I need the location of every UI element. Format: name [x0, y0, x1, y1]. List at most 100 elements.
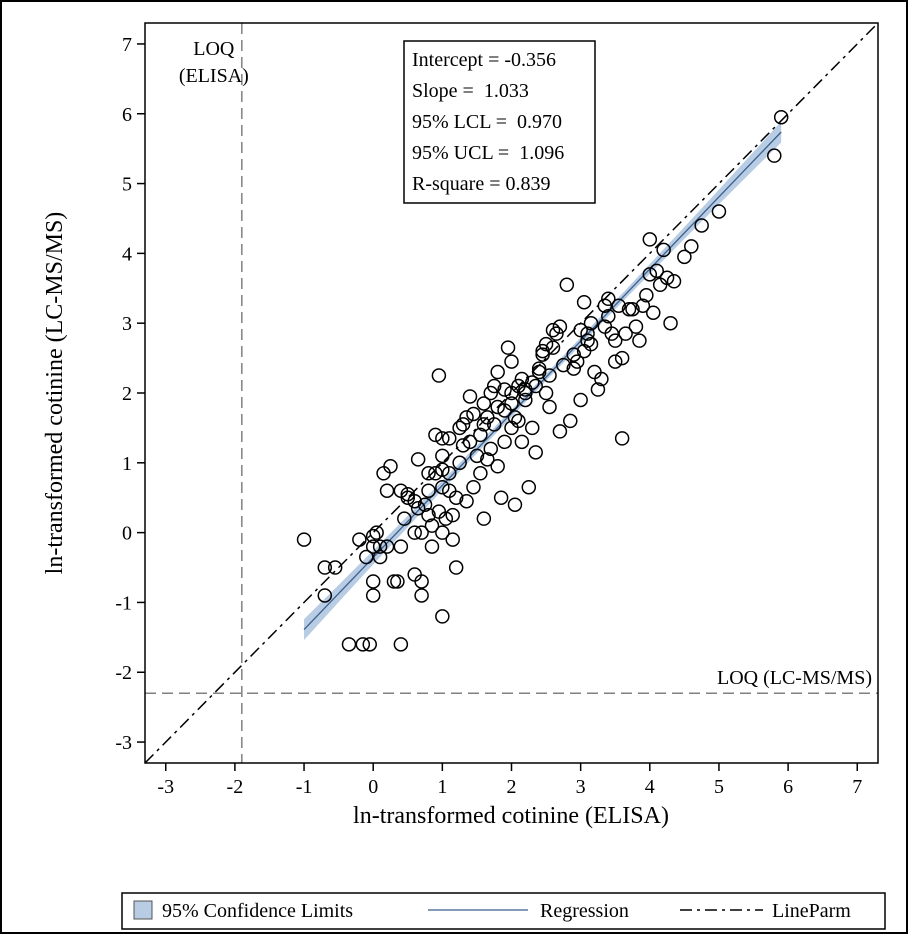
- data-point: [618, 326, 633, 341]
- data-point: [497, 382, 512, 397]
- data-point: [666, 274, 682, 289]
- y-tick-label: 7: [122, 34, 132, 56]
- y-tick-label: -1: [115, 592, 132, 614]
- data-point: [504, 396, 519, 411]
- data-point: [466, 406, 481, 422]
- data-point: [435, 479, 450, 495]
- data-point: [607, 354, 623, 369]
- stats-line: 95% UCL = 1.096: [412, 142, 564, 164]
- data-point: [435, 448, 450, 464]
- data-point: [473, 427, 488, 443]
- data-point: [538, 385, 554, 401]
- data-point: [372, 549, 388, 565]
- data-point: [414, 525, 429, 540]
- data-point: [455, 438, 471, 453]
- data-point: [552, 424, 568, 439]
- y-axis-label: ln-transformed cotinine (LC-MS/MS): [42, 212, 68, 575]
- data-point: [448, 490, 464, 505]
- data-point: [604, 326, 620, 341]
- data-point: [407, 567, 422, 582]
- data-point: [500, 340, 516, 355]
- data-point: [767, 148, 782, 163]
- data-point: [490, 364, 505, 380]
- data-point: [365, 539, 381, 554]
- data-point: [514, 434, 530, 450]
- data-point: [563, 413, 578, 429]
- data-point: [393, 637, 409, 652]
- loq-elisa-label: LOQ: [193, 38, 235, 60]
- data-point: [459, 410, 474, 425]
- data-point: [483, 441, 499, 457]
- data-point: [341, 637, 357, 652]
- data-point: [711, 204, 727, 219]
- data-point: [583, 315, 599, 331]
- data-point: [542, 399, 557, 415]
- data-point: [504, 354, 519, 369]
- loq-lcms-label: LOQ (LC-MS/MS): [717, 667, 872, 689]
- y-tick-label: 0: [122, 523, 132, 545]
- data-point: [507, 497, 523, 512]
- y-tick-label: 4: [122, 243, 132, 265]
- data-point: [621, 301, 637, 317]
- data-point: [462, 389, 478, 404]
- data-point: [545, 322, 561, 338]
- data-point: [642, 267, 658, 282]
- data-point: [455, 417, 471, 432]
- data-point: [497, 434, 512, 450]
- data-point: [397, 511, 412, 526]
- data-point: [327, 560, 343, 575]
- data-point: [507, 410, 523, 425]
- x-tick-label: 0: [368, 776, 378, 798]
- stats-line: Intercept = -0.356: [412, 49, 556, 71]
- data-point: [528, 445, 543, 460]
- data-point: [407, 525, 422, 540]
- data-point: [611, 298, 626, 313]
- x-tick-label: 1: [437, 776, 447, 798]
- data-point: [452, 420, 467, 436]
- data-point: [473, 466, 488, 481]
- data-point: [372, 539, 388, 554]
- data-point: [438, 511, 454, 526]
- x-tick-label: 6: [783, 776, 793, 798]
- data-point: [476, 511, 492, 526]
- data-point: [656, 242, 671, 258]
- data-point: [424, 539, 440, 554]
- data-point: [580, 326, 595, 341]
- data-point: [428, 466, 443, 481]
- data-point: [677, 249, 692, 265]
- data-point: [393, 539, 409, 554]
- regression-line: [303, 131, 782, 631]
- data-point: [684, 239, 699, 254]
- data-point: [365, 574, 381, 589]
- data-point: [400, 490, 416, 505]
- x-tick-label: 4: [645, 776, 655, 798]
- x-tick-label: -2: [227, 776, 244, 798]
- data-point: [542, 368, 557, 383]
- data-point: [601, 308, 616, 324]
- data-point: [559, 277, 575, 293]
- x-tick-label: 5: [714, 776, 724, 798]
- data-point: [694, 218, 709, 233]
- data-point: [569, 354, 585, 369]
- data-point: [535, 343, 550, 359]
- x-axis-label: ln-transformed cotinine (ELISA): [353, 803, 669, 829]
- y-tick-label: 6: [122, 104, 132, 126]
- y-tick-label: -2: [115, 662, 132, 684]
- data-point: [583, 336, 599, 352]
- data-point: [538, 336, 554, 352]
- data-point: [480, 452, 495, 467]
- x-tick-label: -1: [296, 776, 313, 798]
- stats-line: Slope = 1.033: [412, 80, 529, 102]
- stats-box: [403, 40, 596, 204]
- data-point: [594, 371, 609, 387]
- data-point: [410, 452, 426, 467]
- data-point: [445, 507, 460, 523]
- data-point: [556, 357, 571, 373]
- data-point: [435, 609, 450, 624]
- data-point: [646, 305, 661, 320]
- data-point: [435, 462, 450, 478]
- legend-box: [121, 892, 886, 930]
- data-point: [486, 417, 502, 432]
